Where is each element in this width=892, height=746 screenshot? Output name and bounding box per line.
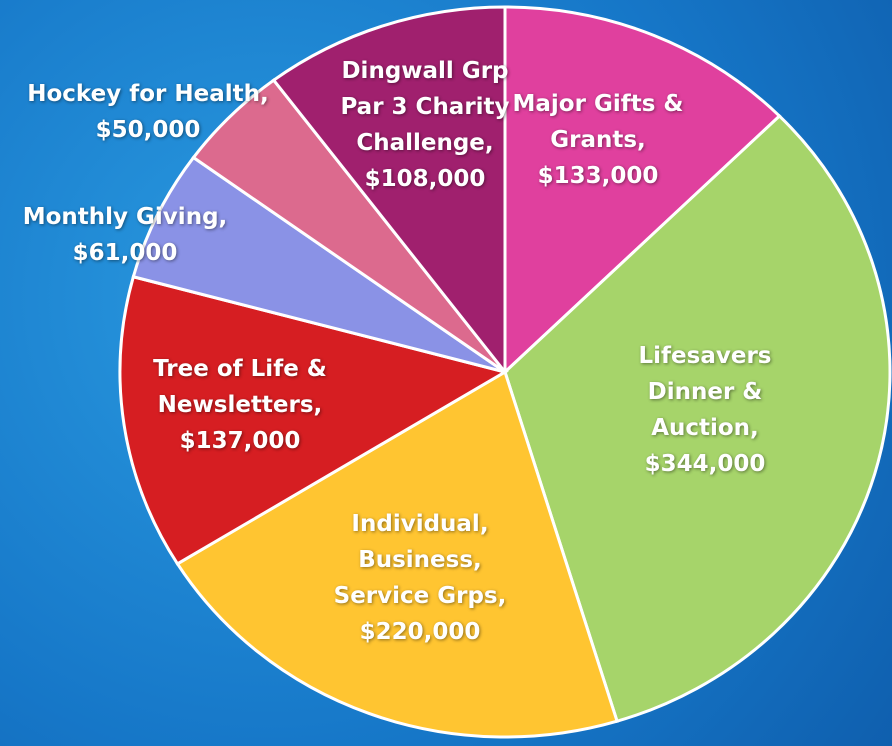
slice-category: Hockey for Health, <box>27 81 269 107</box>
slice-category: Tree of Life & Newsletters, <box>153 356 327 418</box>
slice-category: Major Gifts & Grants, <box>512 91 684 153</box>
slice-value: $50,000 <box>95 117 201 143</box>
slice-label: Dingwall Grp Par 3 Charity Challenge, $10… <box>340 53 510 197</box>
slice-value: $220,000 <box>359 619 481 645</box>
slice-label: Tree of Life & Newsletters, $137,000 <box>125 351 355 459</box>
slice-value: $137,000 <box>179 428 301 454</box>
slice-category: Dingwall Grp Par 3 Charity Challenge, <box>340 58 510 156</box>
pie-slice <box>131 155 506 374</box>
pie-slice <box>175 369 619 739</box>
slice-value: $61,000 <box>72 240 178 266</box>
slice-label: Lifesavers Dinner & Auction, $344,000 <box>615 338 795 482</box>
slice-label: Monthly Giving, $61,000 <box>0 199 255 271</box>
slice-value: $344,000 <box>644 451 766 477</box>
slice-value: $108,000 <box>364 166 486 192</box>
slice-category: Monthly Giving, <box>22 204 228 230</box>
slice-label: Hockey for Health, $50,000 <box>18 76 278 148</box>
slice-label: Major Gifts & Grants, $133,000 <box>503 86 693 194</box>
slice-value: $133,000 <box>537 163 659 189</box>
slice-label: Individual, Business, Service Grps, $220,… <box>315 506 525 650</box>
pie-slice <box>503 5 782 376</box>
pie-slice <box>271 5 507 377</box>
slice-category: Lifesavers Dinner & Auction, <box>638 343 772 441</box>
pie-slice <box>503 113 892 724</box>
slice-category: Individual, Business, Service Grps, <box>333 511 507 609</box>
